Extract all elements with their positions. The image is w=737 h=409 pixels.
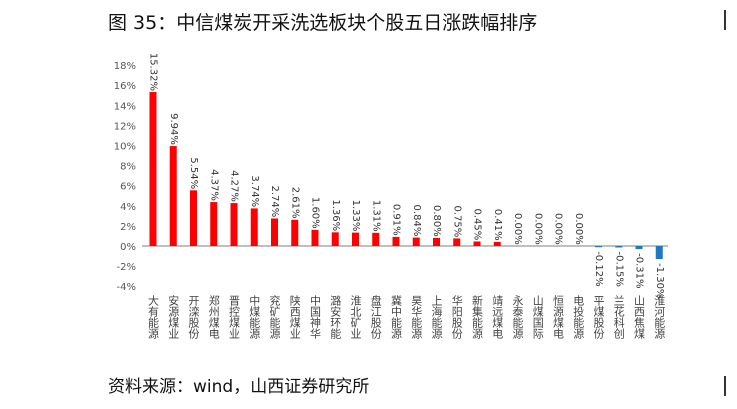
- data-label: -0.31%: [634, 253, 645, 288]
- bar: [635, 246, 643, 250]
- bar: [615, 246, 623, 248]
- category-label: 郑州煤电: [207, 294, 220, 339]
- bar: [230, 203, 238, 246]
- data-label: 0.91%: [391, 204, 402, 236]
- bar: [311, 229, 319, 246]
- data-label: 1.60%: [310, 197, 321, 229]
- data-label: 0.00%: [532, 213, 543, 245]
- category-label: 中煤能源: [248, 295, 261, 340]
- y-tick-label: 8%: [120, 162, 136, 173]
- category-label: 淮北矿业: [349, 295, 362, 339]
- source-note: 资料来源：wind，山西证券研究所: [108, 377, 370, 397]
- bar: [291, 219, 299, 246]
- category-label: 潞安环能: [329, 294, 342, 340]
- y-tick-label: 2%: [120, 222, 136, 233]
- data-label: 0.00%: [573, 213, 584, 245]
- y-tick-label: 10%: [114, 142, 136, 153]
- bar: [149, 92, 157, 246]
- category-label: 上海能源: [430, 295, 443, 340]
- adjacent-source-edge: [724, 376, 737, 396]
- category-label: 恒源煤电: [552, 295, 565, 339]
- y-tick-label: 18%: [114, 61, 136, 72]
- category-label: 大有能源: [147, 294, 160, 340]
- data-label: 0.75%: [451, 205, 462, 237]
- y-tick-label: 0%: [120, 242, 136, 253]
- y-tick-label: 12%: [114, 121, 136, 132]
- bar: [190, 190, 197, 246]
- data-label: 0.41%: [492, 209, 503, 241]
- bar: [169, 146, 177, 246]
- category-label: 晋控煤业: [228, 295, 241, 339]
- category-label: 昊华能源: [410, 295, 423, 340]
- y-tick-label: 4%: [120, 202, 136, 213]
- data-label: 0.00%: [553, 213, 564, 245]
- data-label: -1.30%: [654, 263, 665, 298]
- bar: [412, 237, 420, 246]
- category-label: 山西焦煤: [633, 295, 646, 340]
- category-label: 电投能源: [572, 295, 585, 340]
- data-label: 0.45%: [472, 208, 483, 240]
- category-label: 淮河能源: [653, 295, 666, 340]
- y-tick-label: -4%: [117, 282, 136, 293]
- category-label: 平煤股份: [592, 295, 605, 340]
- data-label: 1.33%: [350, 200, 361, 232]
- category-label: 山煤国际: [531, 295, 544, 340]
- bar: [210, 202, 218, 246]
- bar: [655, 246, 663, 260]
- data-label: -0.15%: [613, 252, 624, 287]
- data-label: 1.31%: [370, 200, 381, 232]
- data-label: 1.36%: [330, 199, 341, 231]
- data-label: 2.74%: [269, 185, 280, 217]
- category-label: 兖矿能源: [268, 294, 281, 340]
- y-tick-label: 16%: [114, 81, 136, 92]
- figure-title: 图 35：中信煤炭开采洗选板块个股五日涨跌幅排序: [108, 12, 538, 34]
- bar: [595, 246, 602, 248]
- bar: [331, 232, 339, 246]
- category-label: 靖远煤电: [491, 295, 504, 339]
- bar: [250, 208, 258, 246]
- data-label: 0.00%: [512, 213, 523, 245]
- y-tick-label: 6%: [120, 182, 136, 193]
- data-label: -0.12%: [593, 251, 604, 286]
- category-label: 华阳股份: [450, 294, 463, 340]
- bar: [352, 232, 359, 246]
- data-label: 0.84%: [411, 205, 422, 237]
- bar: [473, 241, 481, 246]
- category-label: 中国神华: [309, 295, 322, 339]
- data-label: 3.74%: [249, 175, 260, 207]
- bar: [433, 237, 440, 246]
- bar: [271, 218, 278, 246]
- data-label: 4.27%: [229, 170, 240, 202]
- category-label: 冀中能源: [390, 294, 403, 340]
- bar: [372, 232, 380, 246]
- bar: [493, 241, 501, 246]
- data-label: 15.32%: [148, 53, 159, 91]
- category-label: 新集能源: [471, 294, 484, 340]
- category-label: 盘江股份: [369, 294, 382, 340]
- category-label: 开滦股份: [187, 295, 200, 340]
- data-label: 9.94%: [168, 113, 179, 145]
- data-label: 2.61%: [289, 187, 300, 219]
- data-label: 5.54%: [188, 157, 199, 189]
- data-label: 4.37%: [208, 169, 219, 201]
- category-label: 陕西煤业: [288, 294, 301, 339]
- adjacent-figure-edge: [724, 10, 737, 30]
- bar: [453, 238, 461, 246]
- category-label: 安源煤业: [167, 294, 180, 339]
- category-label: 兰花科创: [612, 295, 625, 340]
- bar: [392, 236, 400, 246]
- y-tick-label: -2%: [117, 262, 136, 273]
- data-label: 0.80%: [431, 205, 442, 237]
- category-label: 永泰能源: [511, 294, 524, 340]
- y-tick-label: 14%: [114, 101, 136, 112]
